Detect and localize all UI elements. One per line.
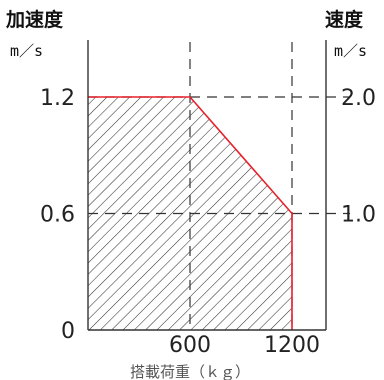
left-axis-title: 加速度: [5, 8, 64, 31]
operating-region: [88, 96, 293, 330]
right-tick-label-0: 1.0: [341, 203, 376, 228]
right-axis-title: 速度: [325, 8, 364, 31]
axes: [87, 40, 327, 331]
x-tick-label-0: 600: [169, 333, 211, 358]
x-axis-label: 搭載荷重（ｋｇ）: [130, 363, 250, 380]
left-axis-unit: m／s: [10, 42, 43, 60]
tick-labels: 0 0.6 1.2 1.0 2.0 600 1200: [40, 86, 376, 358]
left-tick-label-2: 1.2: [40, 86, 75, 111]
left-tick-label-1: 0.6: [40, 203, 75, 228]
right-tick-label-1: 2.0: [341, 86, 376, 111]
region-boundary: [88, 96, 293, 330]
right-axis-unit: m／s: [334, 42, 367, 60]
hatched-area: [88, 97, 292, 330]
left-tick-label-0: 0: [61, 319, 75, 344]
x-tick-label-1: 1200: [264, 333, 320, 358]
